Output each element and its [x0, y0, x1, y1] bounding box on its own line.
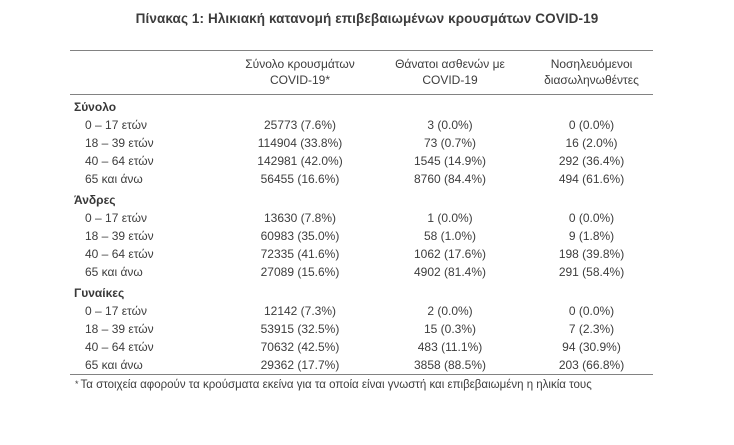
age-label: 0 – 17 ετών [85, 118, 147, 132]
section-name: Σύνολο [74, 100, 117, 114]
cases-cell: 13630 (7.8%) [263, 211, 337, 225]
deaths-cell: 483 (11.1%) [417, 340, 483, 354]
table-row: 65 και άνω 56455 (16.6%) 8760 (84.4%) 49… [70, 170, 653, 188]
section-total: Σύνολο 0 – 17 ετών 25773 (7.6%) 3 (0.0%)… [70, 98, 653, 188]
cases-cell: 53915 (32.5%) [260, 322, 340, 336]
table-top-rule [70, 50, 653, 51]
section-name: Γυναίκες [74, 286, 125, 300]
header-spacer [70, 56, 230, 88]
cases-cell: 25773 (7.6%) [263, 118, 337, 132]
table-row: 65 και άνω 27089 (15.6%) 4902 (81.4%) 29… [70, 263, 653, 281]
table-bottom-rule [70, 374, 653, 375]
table-header-rule [70, 94, 653, 95]
table-row: 18 – 39 ετών 60983 (35.0%) 58 (1.0%) 9 (… [70, 227, 653, 245]
covid-age-distribution-table: Σύνολο κρουσμάτων COVID-19* Θάνατοι ασθε… [70, 50, 653, 393]
age-label: 40 – 64 ετών [85, 247, 154, 261]
section-header-row: Σύνολο [70, 98, 653, 116]
section-men: Άνδρες 0 – 17 ετών 13630 (7.8%) 1 (0.0%)… [70, 191, 653, 281]
intubated-cell: 9 (1.8%) [568, 229, 615, 243]
intubated-cell: 7 (2.3%) [568, 322, 615, 336]
age-label: 18 – 39 ετών [85, 229, 154, 243]
deaths-cell: 8760 (84.4%) [413, 172, 487, 186]
intubated-cell: 291 (58.4%) [558, 265, 625, 279]
intubated-cell: 494 (61.6%) [558, 172, 625, 186]
cases-cell: 27089 (15.6%) [260, 265, 340, 279]
footnote-text: Τα στοιχεία αφορούν τα κρούσματα εκείνα … [80, 379, 592, 391]
table-row: 65 και άνω 29362 (17.7%) 3858 (88.5%) 20… [70, 356, 653, 374]
table-row: 40 – 64 ετών 70632 (42.5%) 483 (11.1%) 9… [70, 338, 653, 356]
deaths-cell: 58 (1.0%) [423, 229, 477, 243]
intubated-cell: 16 (2.0%) [565, 136, 618, 150]
header-total-cases-line1: Σύνολο κρουσμάτων [245, 57, 355, 71]
deaths-cell: 15 (0.3%) [423, 322, 477, 336]
cases-cell: 72335 (41.6%) [260, 247, 340, 261]
cases-cell: 60983 (35.0%) [260, 229, 340, 243]
table-row: 0 – 17 ετών 25773 (7.6%) 3 (0.0%) 0 (0.0… [70, 116, 653, 134]
age-label: 40 – 64 ετών [85, 154, 154, 168]
table-row: 40 – 64 ετών 72335 (41.6%) 1062 (17.6%) … [70, 245, 653, 263]
deaths-cell: 1 (0.0%) [427, 211, 473, 225]
header-total-cases: Σύνολο κρουσμάτων COVID-19* [230, 56, 370, 88]
intubated-cell: 292 (36.4%) [558, 154, 625, 168]
intubated-cell: 0 (0.0%) [568, 118, 615, 132]
age-label: 0 – 17 ετών [85, 304, 147, 318]
deaths-cell: 73 (0.7%) [423, 136, 477, 150]
cases-cell: 56455 (16.6%) [260, 172, 340, 186]
section-name: Άνδρες [74, 193, 116, 207]
table-row: 18 – 39 ετών 53915 (32.5%) 15 (0.3%) 7 (… [70, 320, 653, 338]
table-title: Πίνακας 1: Ηλικιακή κατανομή επιβεβαιωμέ… [135, 11, 599, 26]
header-intubated: Νοσηλευόμενοι διασωληνωθέντες [530, 56, 653, 88]
header-total-cases-line2: COVID-19* [269, 73, 331, 87]
intubated-cell: 203 (66.8%) [558, 358, 625, 372]
age-label: 65 και άνω [85, 172, 143, 186]
deaths-cell: 3858 (88.5%) [413, 358, 487, 372]
deaths-cell: 4902 (81.4%) [413, 265, 487, 279]
footnote-asterisk: * [75, 379, 79, 389]
deaths-cell: 3 (0.0%) [427, 118, 473, 132]
intubated-cell: 94 (30.9%) [562, 340, 621, 354]
section-header-row: Άνδρες [70, 191, 653, 209]
deaths-cell: 1062 (17.6%) [413, 247, 487, 261]
age-label: 40 – 64 ετών [85, 340, 154, 354]
header-deaths: Θάνατοι ασθενών με COVID-19 [370, 56, 530, 88]
cases-cell: 12142 (7.3%) [263, 304, 337, 318]
age-label: 18 – 39 ετών [85, 322, 154, 336]
section-header-row: Γυναίκες [70, 284, 653, 302]
intubated-cell: 0 (0.0%) [568, 304, 615, 318]
table-row: 0 – 17 ετών 13630 (7.8%) 1 (0.0%) 0 (0.0… [70, 209, 653, 227]
deaths-cell: 2 (0.0%) [427, 304, 473, 318]
age-label: 65 και άνω [85, 265, 143, 279]
cases-cell: 142981 (42.0%) [257, 154, 343, 168]
table-header-row: Σύνολο κρουσμάτων COVID-19* Θάνατοι ασθε… [70, 51, 653, 94]
cases-cell: 70632 (42.5%) [260, 340, 340, 354]
cases-cell: 29362 (17.7%) [260, 358, 340, 372]
header-deaths-line2: COVID-19 [422, 73, 478, 87]
header-deaths-line1: Θάνατοι ασθενών με [395, 57, 505, 71]
table-row: 18 – 39 ετών 114904 (33.8%) 73 (0.7%) 16… [70, 134, 653, 152]
table-row: 40 – 64 ετών 142981 (42.0%) 1545 (14.9%)… [70, 152, 653, 170]
intubated-cell: 198 (39.8%) [558, 247, 625, 261]
age-label: 65 και άνω [85, 358, 143, 372]
intubated-cell: 0 (0.0%) [568, 211, 615, 225]
age-label: 18 – 39 ετών [85, 136, 154, 150]
section-women: Γυναίκες 0 – 17 ετών 12142 (7.3%) 2 (0.0… [70, 284, 653, 374]
deaths-cell: 1545 (14.9%) [413, 154, 487, 168]
age-label: 0 – 17 ετών [85, 211, 147, 225]
table-footnote: * Τα στοιχεία αφορούν τα κρούσματα εκείνα… [70, 378, 653, 393]
table-row: 0 – 17 ετών 12142 (7.3%) 2 (0.0%) 0 (0.0… [70, 302, 653, 320]
header-intubated-line1: Νοσηλευόμενοι [550, 57, 633, 71]
cases-cell: 114904 (33.8%) [257, 136, 343, 150]
header-intubated-line2: διασωληνωθέντες [544, 73, 639, 87]
